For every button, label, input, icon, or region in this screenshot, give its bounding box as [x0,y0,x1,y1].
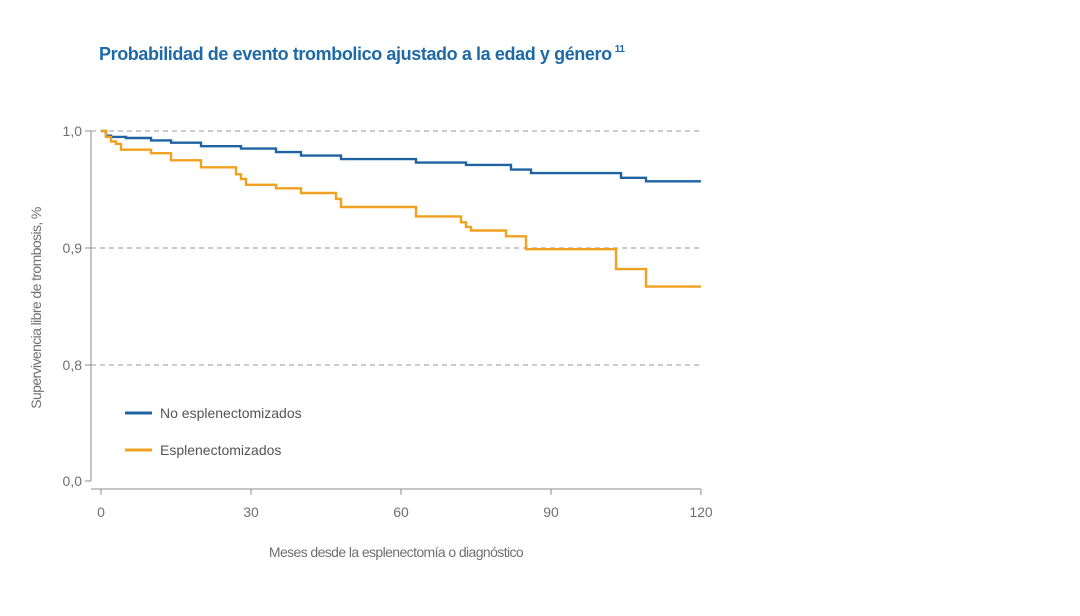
y-tick-label: 0,0 [63,473,83,489]
y-tick-label: 1,0 [63,123,83,139]
chart-title-text: Probabilidad de evento trombolico ajusta… [99,44,612,64]
tick-labels: 0,0 0,8 0,9 1,0 0 30 60 90 120 Meses desde la esp… [28,123,713,560]
legend-label-0: No esplenectomizados [160,405,302,421]
chart-title: Probabilidad de evento trombolico ajusta… [99,44,625,65]
series-line-0 [101,129,701,183]
y-tick-label: 0,9 [63,240,83,256]
axes [85,130,702,495]
x-tick-label: 120 [689,504,713,520]
x-tick-label: 60 [393,504,409,520]
y-axis-label: Supervivencia libre de trombosis, % [28,207,44,409]
x-axis-label: Meses desde la esplenectomía o diagnósti… [269,544,524,560]
x-tick-label: 90 [543,504,559,520]
legend: No esplenectomizados Esplenectomizados [125,405,302,458]
y-tick-label: 0,8 [63,357,83,373]
x-tick-label: 30 [243,504,259,520]
legend-label-1: Esplenectomizados [160,442,281,458]
title-reference: 11 [614,44,625,55]
x-tick-label: 0 [97,504,105,520]
series-line-1 [101,129,701,288]
series-lines [101,129,701,288]
